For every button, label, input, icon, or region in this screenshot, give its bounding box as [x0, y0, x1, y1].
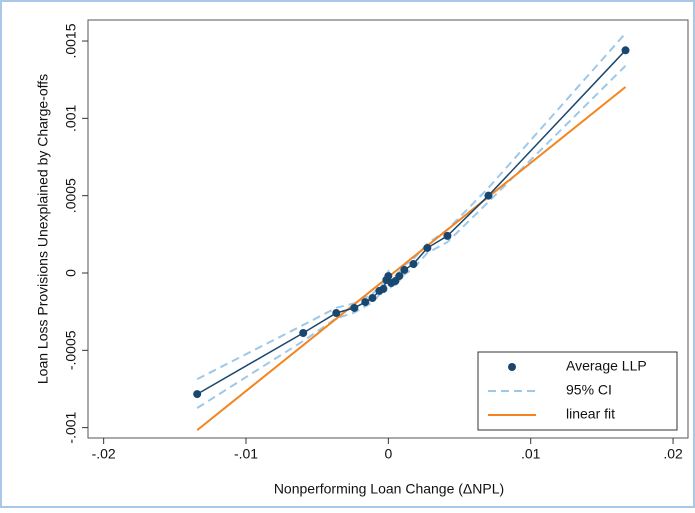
y-tick-label: .001	[63, 105, 79, 132]
point	[484, 191, 493, 200]
fit-line	[196, 86, 627, 431]
point	[409, 260, 418, 269]
ci-line	[196, 65, 627, 409]
point	[332, 309, 341, 318]
point	[400, 265, 409, 274]
point	[395, 272, 404, 281]
point	[368, 294, 377, 303]
y-tick-label: .0015	[63, 23, 79, 58]
legend-label: Average LLP	[566, 358, 647, 374]
point	[361, 298, 370, 307]
point	[350, 303, 359, 312]
point	[193, 390, 202, 399]
point	[379, 284, 388, 293]
point	[621, 46, 630, 55]
y-tick-label: -.0005	[63, 330, 79, 370]
x-axis-title: Nonperforming Loan Change (ΔNPL)	[274, 481, 504, 497]
point	[443, 231, 452, 240]
x-tick-label: 0	[384, 446, 392, 462]
y-tick-label: 0	[63, 269, 79, 277]
legend-marker	[508, 363, 516, 371]
legend-label: linear fit	[566, 406, 615, 422]
y-tick-label: .0005	[63, 178, 79, 213]
x-tick-label: .02	[663, 446, 683, 462]
x-tick-label: -.02	[92, 446, 116, 462]
legend-label: 95% CI	[566, 382, 612, 398]
y-tick-label: -.001	[63, 411, 79, 443]
point	[384, 272, 393, 281]
point	[423, 243, 432, 252]
x-tick-label: -.01	[234, 446, 258, 462]
point	[299, 328, 308, 337]
y-axis-title: Loan Loss Provisions Unexplained by Char…	[35, 74, 51, 384]
x-tick-label: .01	[521, 446, 541, 462]
